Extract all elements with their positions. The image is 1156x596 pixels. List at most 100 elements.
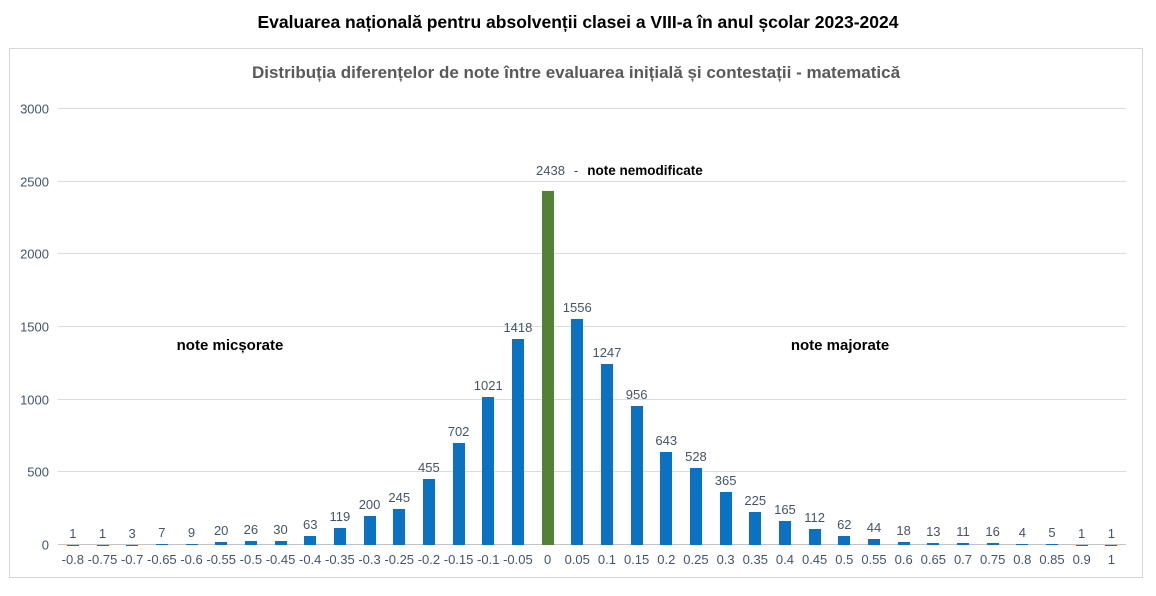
bar-column-0.7: 11 0.7 (948, 109, 978, 567)
x-tick-label: 0.3 (716, 552, 735, 567)
plot-area: note micșorate note majorate 2438 - note… (20, 102, 1127, 567)
bar-value-label: 455 (418, 459, 440, 475)
x-tick-label: 0.55 (861, 552, 887, 567)
gridline (58, 108, 1126, 109)
bar-value-label: 1 (69, 525, 77, 541)
x-tick-label: 0.8 (1013, 552, 1032, 567)
bar (215, 542, 228, 545)
bar-value-label: 245 (388, 490, 411, 506)
bar (749, 512, 762, 545)
annotation-unchanged-value: 2438 (536, 163, 565, 178)
bar (986, 542, 999, 545)
bar (600, 363, 613, 545)
bar (838, 536, 851, 545)
y-tick-label: 1000 (20, 392, 49, 408)
bar-value-label: 16 (985, 523, 1000, 539)
x-tick-label: 0.7 (953, 552, 973, 567)
x-tick-label: -0.15 (443, 552, 474, 567)
chart-card: Distribuția diferențelor de note între e… (9, 48, 1143, 578)
bar-column--0.65: 7 -0.65 (147, 109, 177, 567)
x-tick-label: 0.45 (801, 552, 828, 567)
bar-value-label: 365 (714, 472, 737, 488)
chart-title: Distribuția diferențelor de note între e… (251, 63, 901, 82)
bar (333, 527, 346, 545)
bar (452, 442, 465, 545)
x-tick-label: 1 (1107, 552, 1115, 567)
bar (244, 541, 257, 545)
x-tick-label: 0.65 (920, 552, 946, 567)
bar-column-0.25: 528 0.25 (681, 109, 711, 567)
bar-column--0.5: 26 -0.5 (236, 109, 266, 567)
gridline (58, 253, 1126, 255)
x-tick-label: 0.9 (1072, 552, 1091, 567)
bar-column-0.65: 13 0.65 (918, 109, 948, 567)
bar-value-label: 1556 (562, 299, 592, 315)
bar-value-label: 956 (625, 387, 648, 403)
x-tick-label: -0.05 (503, 552, 533, 567)
bar-column--0.35: 119 -0.35 (325, 109, 355, 567)
bar-column--0.2: 455 -0.2 (414, 109, 444, 567)
x-tick-label: 0.25 (683, 552, 709, 567)
bar-value-label: 3 (128, 525, 136, 541)
bar-value-label: 62 (837, 517, 852, 532)
bar (927, 543, 940, 545)
bar-value-label: 13 (926, 524, 941, 540)
x-axis-line (58, 544, 1126, 545)
annotation-dash: - (573, 163, 579, 178)
bar-column-0.75: 16 0.75 (978, 109, 1008, 567)
bar-value-label: 643 (655, 432, 678, 448)
x-tick-label: -0.8 (61, 552, 85, 567)
page-title: Evaluarea națională pentru absolvenții c… (257, 12, 899, 32)
y-tick-label: 500 (27, 464, 49, 480)
bar-column-0.3: 365 0.3 (711, 109, 741, 567)
x-tick-label: -0.35 (325, 552, 355, 567)
y-tick-label: 2000 (20, 246, 49, 262)
x-tick-label: 0.1 (597, 552, 616, 567)
bar-value-label: 1 (1107, 525, 1115, 541)
bar (185, 543, 198, 545)
bar-value-label: 11 (956, 524, 970, 540)
bar-column--0.4: 63 -0.4 (295, 109, 325, 567)
bar-value-label: 26 (243, 522, 259, 538)
bar-value-label: 1021 (473, 377, 503, 393)
y-tick-label: 0 (41, 537, 49, 553)
bar (808, 528, 821, 545)
bar-value-label: 1247 (592, 344, 622, 360)
y-tick-label: 3000 (20, 101, 49, 117)
x-tick-label: -0.4 (299, 552, 322, 567)
bar-column--0.25: 245 -0.25 (384, 109, 414, 567)
bar-column--0.05: 1418 -0.05 (503, 109, 533, 567)
bar-column-0.55: 44 0.55 (859, 109, 889, 567)
bar-value-label: 165 (774, 502, 796, 518)
x-tick-label: -0.2 (417, 552, 441, 567)
bar (956, 543, 969, 545)
x-tick-label: 0.2 (657, 552, 676, 567)
bar-column-0.9: 1 0.9 (1067, 109, 1097, 567)
y-tick-label: 2500 (20, 174, 49, 190)
bar (155, 543, 168, 545)
bar-value-label: 9 (187, 524, 196, 540)
bar-value-label: 200 (358, 496, 381, 512)
x-tick-label: 0.35 (742, 552, 768, 567)
x-tick-label: 0.05 (564, 552, 590, 567)
bar-value-label: 30 (273, 521, 288, 537)
bar (422, 478, 435, 545)
bar-column--0.15: 702 -0.15 (444, 109, 474, 567)
bar (304, 535, 317, 545)
bar (630, 406, 643, 545)
bar-value-label: 63 (302, 516, 318, 532)
gridline (58, 326, 1126, 327)
bar-value-label: 528 (685, 449, 707, 465)
bar-column-0.05: 1556 0.05 (562, 109, 592, 567)
annotation-unchanged-label: note nemodificate (587, 163, 703, 178)
bar (1016, 544, 1029, 545)
annotation-notes-decreased: note micșorate (176, 337, 284, 354)
x-tick-label: -0.3 (358, 552, 381, 567)
bar-column--0.3: 200 -0.3 (355, 109, 385, 567)
x-tick-label: -0.75 (87, 552, 118, 567)
bar-column--0.8: 1 -0.8 (58, 109, 88, 567)
x-tick-label: -0.5 (239, 552, 263, 567)
bar (897, 542, 910, 545)
x-tick-label: -0.45 (265, 552, 296, 567)
